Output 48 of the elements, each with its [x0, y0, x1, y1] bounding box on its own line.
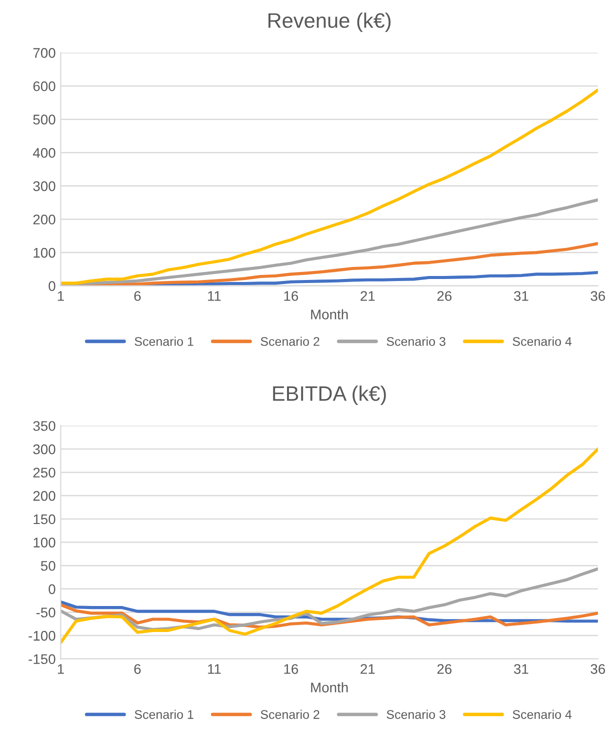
x-tick-label: 26 — [437, 664, 452, 674]
y-tick-label: 150 — [34, 514, 56, 524]
x-tick-label: 16 — [284, 291, 298, 301]
line-series — [60, 448, 598, 644]
y-tick-label: 100 — [34, 538, 56, 548]
x-tick-label: 31 — [514, 664, 528, 674]
x-tick-label: 6 — [134, 664, 141, 674]
y-tick-label: 600 — [33, 81, 56, 92]
x-tick-label: 1 — [58, 291, 64, 301]
x-tick-label: 16 — [284, 664, 298, 674]
y-tick-label: 0 — [48, 281, 56, 292]
x-axis-title: Month — [311, 309, 348, 320]
y-tick-label: 100 — [34, 248, 56, 258]
x-axis-title: Month — [311, 682, 348, 692]
y-tick-label: 400 — [32, 148, 56, 158]
y-tick-label: 200 — [33, 214, 56, 224]
legend-label: Scenario 1 — [134, 710, 194, 719]
x-tick-label: 26 — [437, 291, 452, 301]
y-tick-label: 700 — [33, 48, 56, 58]
x-tick-label: 21 — [360, 291, 375, 301]
legend-label: Scenario 4 — [512, 710, 572, 719]
y-tick-label: 300 — [33, 444, 56, 454]
chart-title: Revenue (k€) — [268, 12, 391, 32]
y-tick-label: -100 — [28, 630, 56, 641]
x-tick-label: 6 — [134, 291, 141, 301]
legend-label: Scenario 3 — [386, 710, 446, 719]
y-tick-label: 500 — [33, 114, 56, 124]
x-tick-label: 11 — [208, 291, 221, 301]
x-tick-label: 21 — [360, 664, 375, 674]
y-tick-label: -50 — [36, 608, 56, 618]
legend-label: Scenario 2 — [260, 710, 320, 719]
y-tick-label: 0 — [48, 584, 56, 594]
x-tick-label: 31 — [514, 291, 528, 301]
x-tick-label: 11 — [208, 664, 221, 674]
x-tick-label: 36 — [590, 664, 606, 674]
y-tick-label: 350 — [33, 421, 56, 431]
y-tick-label: 300 — [33, 181, 56, 192]
y-tick-label: 50 — [40, 560, 56, 571]
legend-label: Scenario 2 — [260, 336, 320, 346]
x-tick-label: 1 — [58, 664, 64, 674]
y-tick-label: 250 — [33, 468, 56, 478]
y-tick-label: 200 — [33, 491, 56, 501]
chart-title: EBITDA (k€) — [273, 386, 386, 406]
legend-label: Scenario 3 — [386, 336, 446, 346]
x-tick-label: 36 — [590, 291, 606, 301]
y-tick-label: -150 — [28, 654, 56, 664]
legend-label: Scenario 4 — [512, 336, 572, 346]
legend-label: Scenario 1 — [134, 336, 194, 346]
